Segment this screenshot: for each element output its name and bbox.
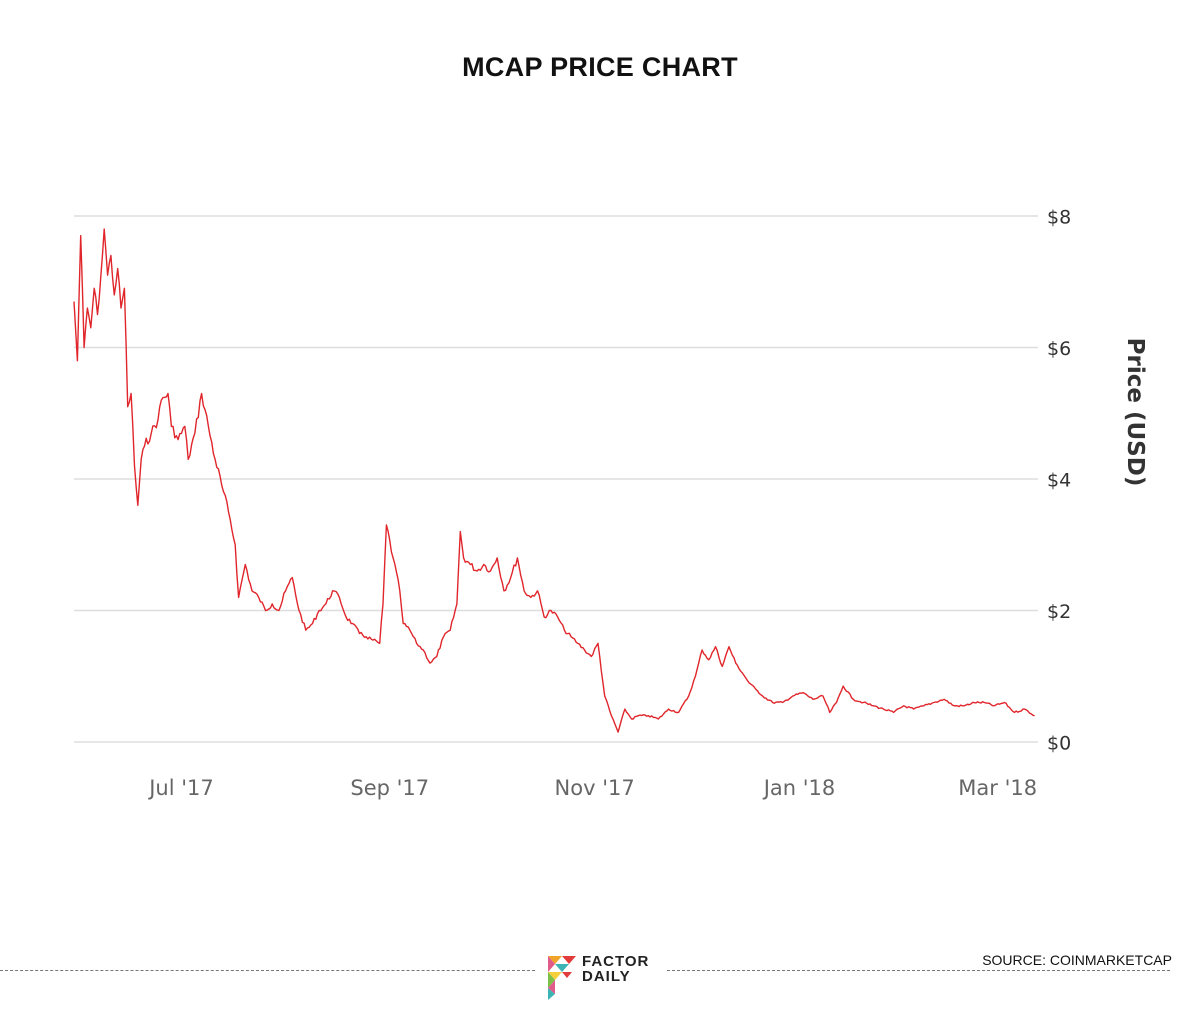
source-note: SOURCE: COINMARKETCAP: [982, 952, 1172, 968]
x-tick-label: Sep '17: [350, 776, 429, 800]
y-tick-label: $8: [1047, 207, 1071, 229]
y-axis-ticks: $0 $2 $4 $6 $8: [1047, 207, 1071, 755]
y-axis-label: Price (USD): [1122, 338, 1148, 487]
y-tick-label: $0: [1047, 733, 1071, 755]
y-tick-label: $6: [1047, 338, 1071, 360]
factor-daily-logo-text: FACTOR DAILY: [582, 954, 649, 984]
gridlines: [74, 215, 1038, 743]
price-chart: $0 $2 $4 $6 $8 Jul '17 Sep '17 Nov '17 Jan '18 M…: [73, 207, 1148, 800]
y-tick-label: $2: [1047, 601, 1071, 623]
x-tick-label: Mar '18: [958, 776, 1037, 800]
logo-line-1: FACTOR: [582, 953, 650, 970]
footer-rule-right: [667, 970, 1170, 971]
footer-rule-left: [0, 970, 535, 971]
x-tick-label: Jul '17: [147, 776, 214, 800]
x-tick-label: Jan '18: [762, 776, 836, 800]
logo-line-2: DAILY: [582, 968, 631, 985]
x-axis-ticks: Jul '17 Sep '17 Nov '17 Jan '18 Mar '18: [147, 776, 1037, 800]
factor-daily-logo: FACTOR DAILY: [546, 954, 656, 1002]
price-series-line: [73, 228, 1035, 733]
factor-daily-logo-mark: [548, 956, 576, 1000]
chart-title: MCAP PRICE CHART: [462, 52, 738, 82]
y-tick-label: $4: [1047, 470, 1071, 492]
x-tick-label: Nov '17: [555, 776, 635, 800]
